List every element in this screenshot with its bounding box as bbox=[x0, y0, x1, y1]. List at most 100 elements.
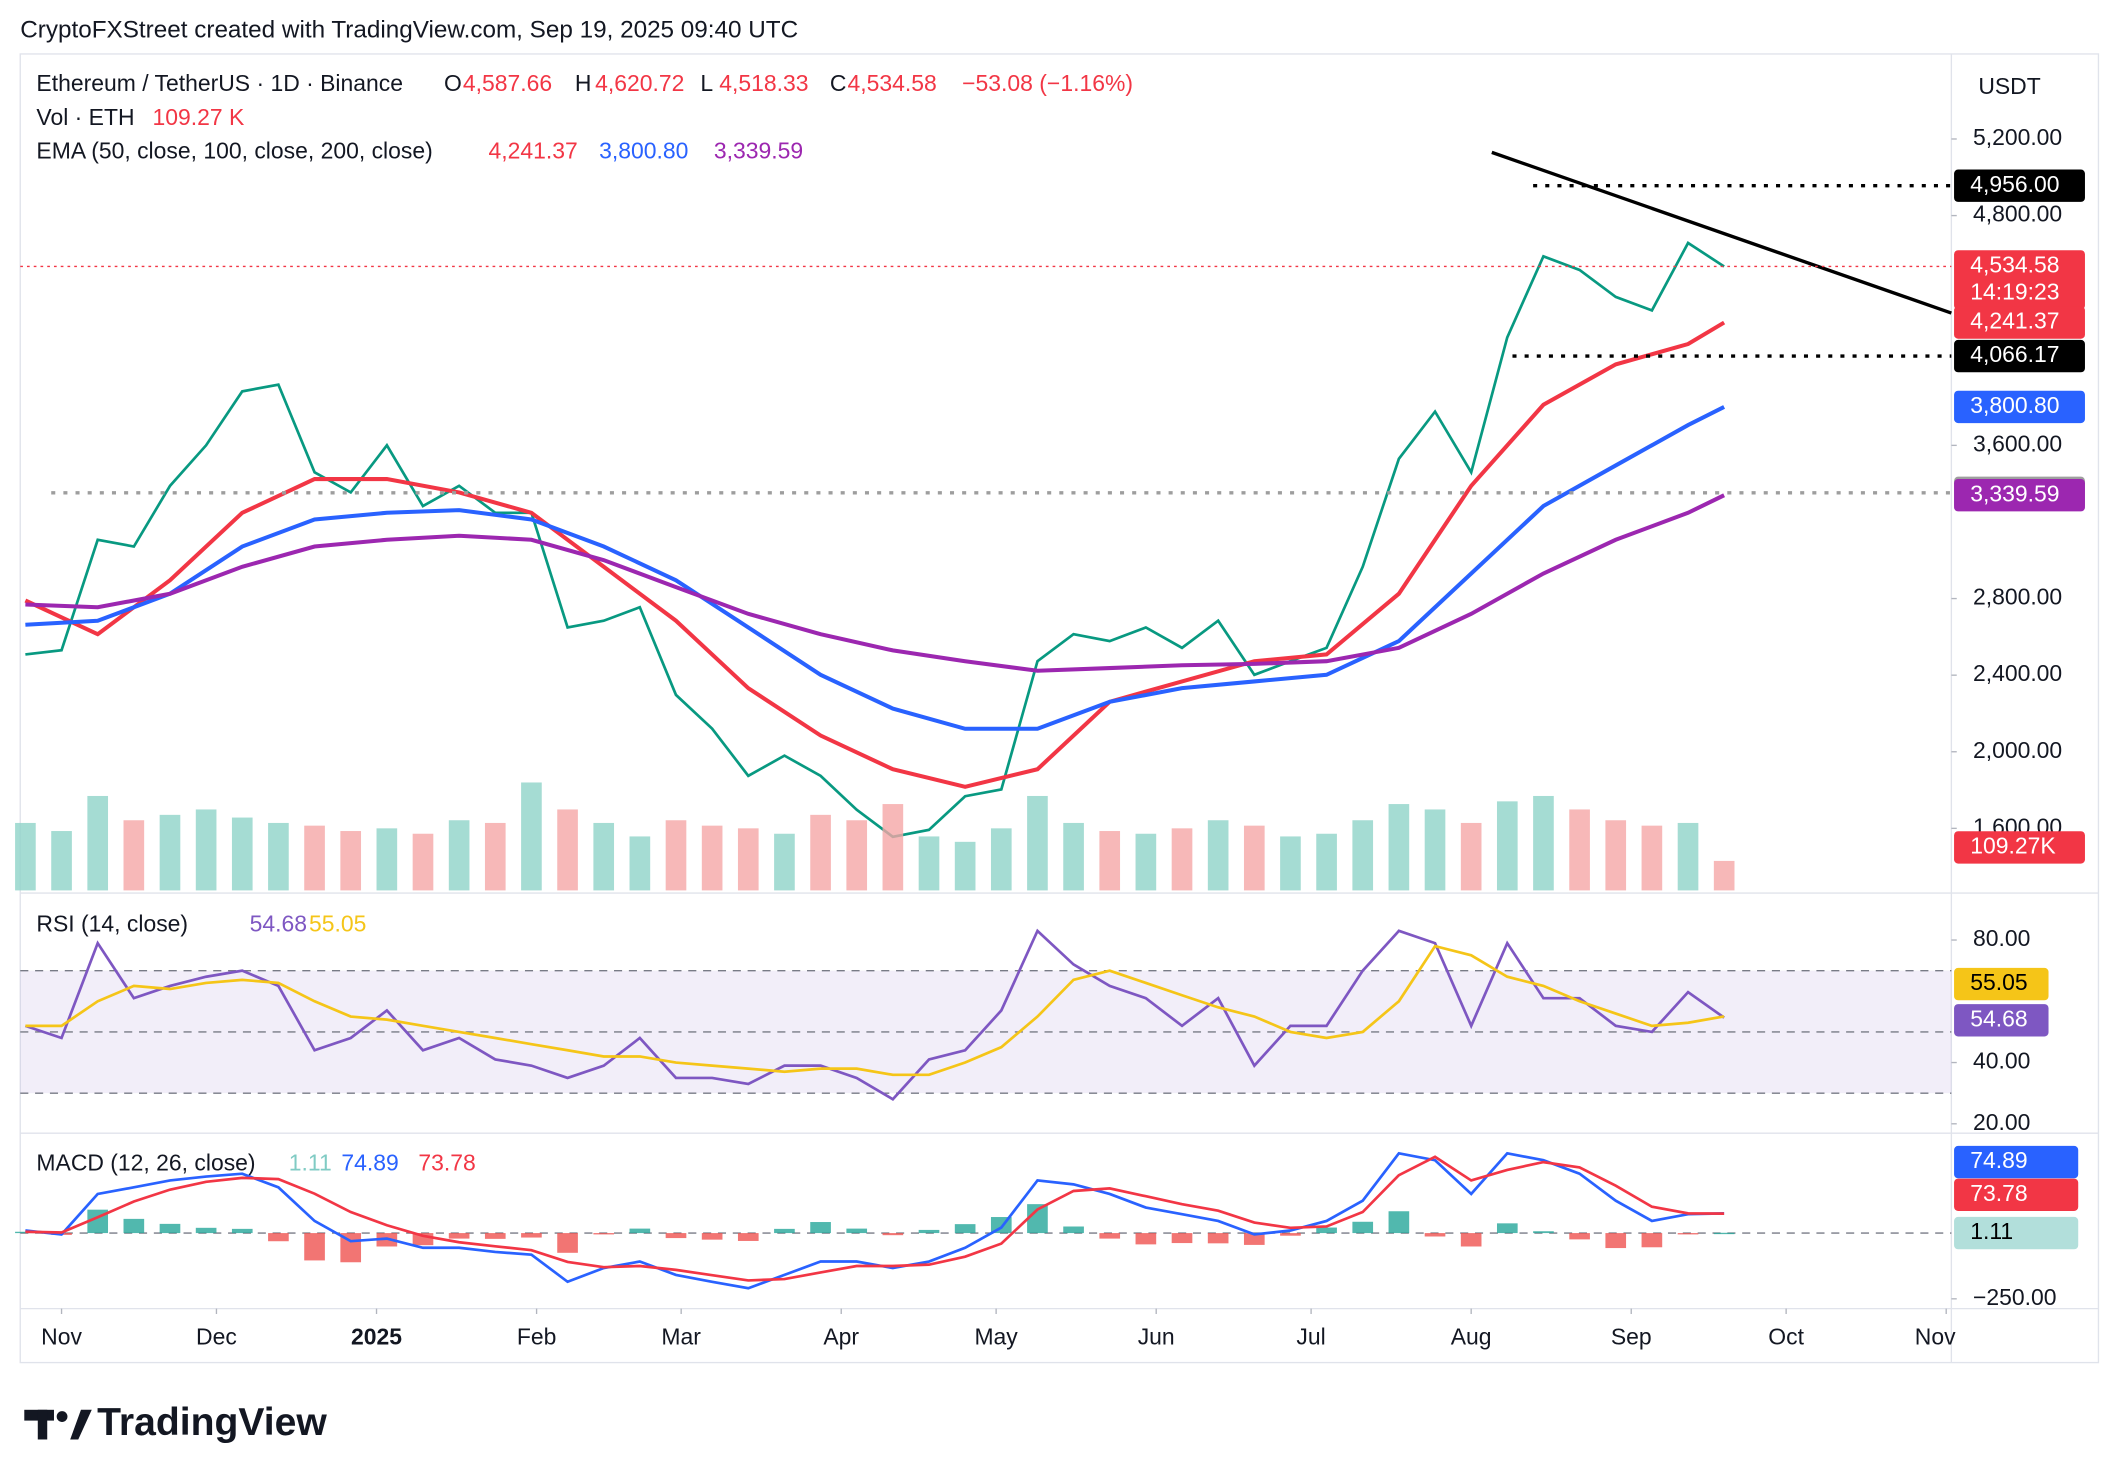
ohlc-key: L bbox=[700, 70, 713, 96]
ohlc-value: 4,518.33 bbox=[719, 70, 808, 96]
frame bbox=[19, 53, 2100, 1364]
brand: TradingView bbox=[97, 1401, 327, 1444]
volume-bar bbox=[1027, 795, 1048, 891]
volume-bar bbox=[1063, 822, 1084, 891]
price-badge-label: 4,066.17 bbox=[1970, 341, 2059, 367]
volume-bar bbox=[882, 804, 904, 891]
histogram-bar bbox=[231, 1228, 253, 1234]
histogram-bar bbox=[1569, 1233, 1590, 1240]
histogram-bar bbox=[1099, 1233, 1121, 1239]
volume-bar bbox=[774, 833, 795, 891]
y-tick-label: 3,600.00 bbox=[1973, 430, 2062, 456]
volume-bar bbox=[701, 825, 723, 891]
volume-bar bbox=[665, 820, 687, 891]
value-badge bbox=[1954, 1178, 2079, 1211]
ema-value: 4,241.37 bbox=[489, 138, 578, 164]
histogram-bar bbox=[701, 1233, 723, 1240]
volume-bar bbox=[1171, 828, 1193, 891]
y-tick-label: 5,200.00 bbox=[1973, 124, 2062, 150]
volume-bar bbox=[1677, 822, 1699, 891]
macd-value: 74.89 bbox=[341, 1149, 398, 1175]
rsi-label: RSI (14, close) bbox=[36, 911, 188, 937]
price-badge bbox=[1954, 831, 2085, 864]
histogram-bar bbox=[629, 1228, 651, 1234]
histogram-bar bbox=[1280, 1233, 1301, 1236]
histogram-bar bbox=[1243, 1233, 1265, 1245]
volume-bar bbox=[1496, 801, 1518, 891]
x-tick-label: Jun bbox=[1138, 1323, 1175, 1349]
volume-bar bbox=[1388, 804, 1410, 891]
ema-value: 3,800.80 bbox=[599, 138, 688, 164]
indicator-line bbox=[25, 405, 1726, 731]
volume-bar bbox=[1460, 822, 1482, 891]
ohlc-key: C bbox=[830, 70, 847, 96]
volume-bar bbox=[1207, 820, 1229, 891]
histogram-bar bbox=[1316, 1227, 1337, 1234]
x-tick-label: Nov bbox=[1915, 1323, 1956, 1349]
value-badge-label: 1.11 bbox=[1970, 1218, 2013, 1244]
value-badge bbox=[1954, 1004, 2049, 1037]
volume-bar bbox=[557, 809, 578, 891]
y-tick-label: 4,800.00 bbox=[1973, 201, 2062, 227]
y-tick-label: 2,400.00 bbox=[1973, 660, 2062, 686]
histogram-bar bbox=[810, 1222, 831, 1234]
volume-bar bbox=[593, 822, 615, 891]
histogram-bar bbox=[268, 1233, 289, 1242]
histogram-bar bbox=[1027, 1204, 1048, 1234]
ohlc-value: 4,587.66 bbox=[463, 70, 552, 96]
x-tick-label: Mar bbox=[661, 1323, 701, 1349]
ohlc-key: H bbox=[575, 70, 592, 96]
y-tick-label: 80.00 bbox=[1973, 925, 2030, 951]
x-tick-label: Oct bbox=[1768, 1323, 1804, 1349]
volume-bar bbox=[1605, 820, 1627, 891]
price-badge-label: 109.27K bbox=[1970, 832, 2056, 858]
histogram-bar bbox=[521, 1233, 542, 1238]
ema-value: 3,339.59 bbox=[714, 138, 803, 164]
volume-bar bbox=[737, 828, 759, 891]
volume-bar bbox=[990, 828, 1012, 891]
indicator-line bbox=[24, 928, 1725, 1101]
ohlc-value: 4,534.58 bbox=[847, 70, 936, 96]
value-badge-label: 74.89 bbox=[1970, 1147, 2027, 1173]
volume-bar bbox=[340, 831, 362, 891]
rsi-value: 54.68 bbox=[250, 911, 307, 937]
price-badge-label: 4,956.00 bbox=[1970, 171, 2059, 197]
histogram-bar bbox=[846, 1228, 868, 1234]
histogram-bar bbox=[557, 1233, 578, 1253]
volume-bar bbox=[846, 820, 868, 891]
macd-value: 1.11 bbox=[289, 1149, 332, 1175]
price-line bbox=[25, 241, 1725, 839]
volume-bar bbox=[87, 795, 109, 891]
histogram-bar bbox=[665, 1233, 687, 1239]
value-badge-label: 73.78 bbox=[1970, 1180, 2027, 1206]
histogram-bar bbox=[918, 1229, 940, 1234]
x-tick-label: Nov bbox=[41, 1323, 82, 1349]
histogram-bar bbox=[1388, 1211, 1410, 1234]
histogram-bar bbox=[1424, 1233, 1446, 1237]
volume-bar bbox=[195, 809, 217, 891]
y-tick-label: 40.00 bbox=[1973, 1048, 2030, 1074]
volume-bar bbox=[159, 814, 181, 891]
histogram-bar bbox=[1713, 1232, 1735, 1235]
histogram-bar bbox=[484, 1233, 506, 1239]
volume-bar bbox=[1533, 795, 1554, 891]
volume-bar bbox=[51, 831, 72, 891]
volume-bar bbox=[1243, 825, 1265, 891]
volume-value: 109.27 K bbox=[152, 104, 244, 130]
price-badge bbox=[1954, 479, 2085, 512]
y-tick-label: −250.00 bbox=[1973, 1284, 2057, 1310]
volume-bar bbox=[484, 822, 506, 891]
change: −53.08 (−1.16%) bbox=[962, 70, 1133, 96]
macd-label: MACD (12, 26, close) bbox=[36, 1149, 255, 1175]
histogram-bar bbox=[1135, 1233, 1157, 1245]
histogram-bar bbox=[882, 1233, 904, 1236]
x-tick-label: Apr bbox=[823, 1323, 859, 1349]
volume-bar bbox=[123, 820, 145, 891]
price-badge bbox=[1954, 390, 2085, 424]
macd-value: 73.78 bbox=[418, 1149, 475, 1175]
histogram-bar bbox=[954, 1224, 976, 1234]
volume-bar bbox=[376, 828, 398, 891]
histogram-bar bbox=[1207, 1233, 1229, 1244]
